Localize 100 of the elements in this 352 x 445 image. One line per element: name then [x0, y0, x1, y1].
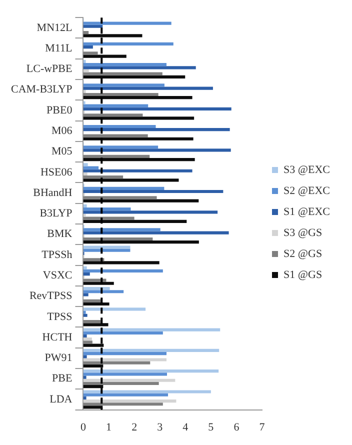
- bar: [83, 146, 158, 149]
- y-tick-label: VSXC: [42, 270, 72, 282]
- bar: [83, 266, 87, 270]
- bar: [83, 352, 166, 356]
- bar: [83, 246, 130, 249]
- x-tick-label: 2: [132, 421, 138, 434]
- bar: [83, 196, 157, 200]
- bar: [83, 286, 110, 290]
- bar: [83, 172, 88, 176]
- bar: [83, 166, 99, 170]
- bar: [83, 72, 162, 76]
- bar: [83, 137, 194, 140]
- y-tick-label: CAM-B3LYP: [10, 84, 72, 96]
- bar: [83, 402, 163, 406]
- bar: [83, 158, 195, 162]
- bar: [83, 406, 103, 409]
- bar: [83, 63, 166, 66]
- y-tick-label: RevTPSS: [29, 290, 72, 302]
- bar: [83, 293, 88, 296]
- bar: [83, 96, 192, 100]
- bar: [83, 148, 231, 152]
- bar: [83, 334, 87, 338]
- bar: [83, 231, 229, 234]
- bar: [83, 364, 104, 368]
- bar: [83, 338, 92, 341]
- y-tick-label: TPSS: [47, 310, 72, 323]
- y-tick-label: PBE0: [46, 104, 73, 116]
- legend-label: S3 @EXC: [284, 164, 330, 176]
- legend-label: S1 @EXC: [284, 206, 330, 218]
- bar: [83, 358, 166, 362]
- legend-label: S3 @GS: [284, 226, 322, 239]
- bar: [83, 323, 108, 326]
- bar: [83, 237, 153, 241]
- bar: [83, 199, 199, 202]
- y-tick-label: PW91: [44, 352, 72, 364]
- bar: [83, 210, 218, 214]
- legend-label: S2 @EXC: [284, 184, 330, 197]
- bar: [83, 92, 158, 96]
- bar: [83, 84, 164, 87]
- legend-label: S1 @GS: [284, 268, 322, 281]
- bar: [83, 331, 163, 334]
- bar: [83, 54, 126, 58]
- x-tick-label: 0: [80, 421, 86, 434]
- bar: [83, 261, 160, 264]
- bar: [83, 116, 194, 120]
- y-tick-label: LC-wPBE: [26, 63, 73, 76]
- bar: [83, 390, 211, 394]
- bar: [83, 344, 104, 347]
- bar: [83, 154, 150, 158]
- bar: [83, 134, 148, 138]
- bar: [83, 269, 163, 273]
- bar: [83, 69, 89, 72]
- bar: [83, 216, 134, 220]
- bar: [83, 372, 168, 376]
- bar: [83, 248, 130, 252]
- bar: [83, 308, 146, 311]
- bar: [83, 169, 192, 172]
- bar: [83, 178, 179, 182]
- bar: [83, 310, 86, 314]
- bar: [83, 163, 88, 166]
- x-tick-label: 1: [106, 421, 112, 434]
- bar: [83, 104, 148, 108]
- y-tick-label: M06: [51, 125, 73, 138]
- x-tick-label: 4: [182, 421, 189, 434]
- bar: [83, 320, 101, 324]
- bar: [83, 328, 220, 332]
- bar: [83, 370, 219, 373]
- bar: [83, 60, 86, 64]
- bar: [83, 382, 159, 386]
- y-tick-label: MN12L: [36, 22, 73, 34]
- bar: [83, 90, 86, 93]
- y-tick-label: M05: [51, 146, 73, 158]
- bar: [83, 355, 87, 358]
- bar: [83, 272, 90, 276]
- bar: [83, 378, 176, 382]
- bar: [83, 282, 114, 285]
- y-tick-label: PBE: [52, 372, 73, 385]
- y-tick-label: BMK: [47, 228, 72, 240]
- bar: [83, 128, 230, 132]
- bar: [83, 228, 160, 232]
- legend-label: S2 @GS: [284, 248, 322, 260]
- bar: [83, 340, 92, 344]
- y-tick-label: M11L: [45, 42, 73, 54]
- bar: [83, 399, 176, 403]
- bar: [83, 34, 142, 38]
- bar: [83, 208, 131, 211]
- x-tick-label: 5: [208, 421, 214, 434]
- bar: [83, 302, 110, 306]
- bar: [83, 52, 98, 55]
- bar: [83, 240, 199, 244]
- bar: [83, 75, 186, 78]
- y-tick-label: B3LYP: [40, 208, 72, 220]
- bar: [83, 66, 196, 70]
- bar: [83, 376, 86, 379]
- x-tick-label: 3: [157, 421, 164, 434]
- bar: [83, 361, 150, 364]
- bar: [83, 220, 187, 223]
- bar: [83, 299, 101, 302]
- x-tick-label: 7: [259, 421, 266, 434]
- y-tick-label: BHandH: [33, 186, 72, 199]
